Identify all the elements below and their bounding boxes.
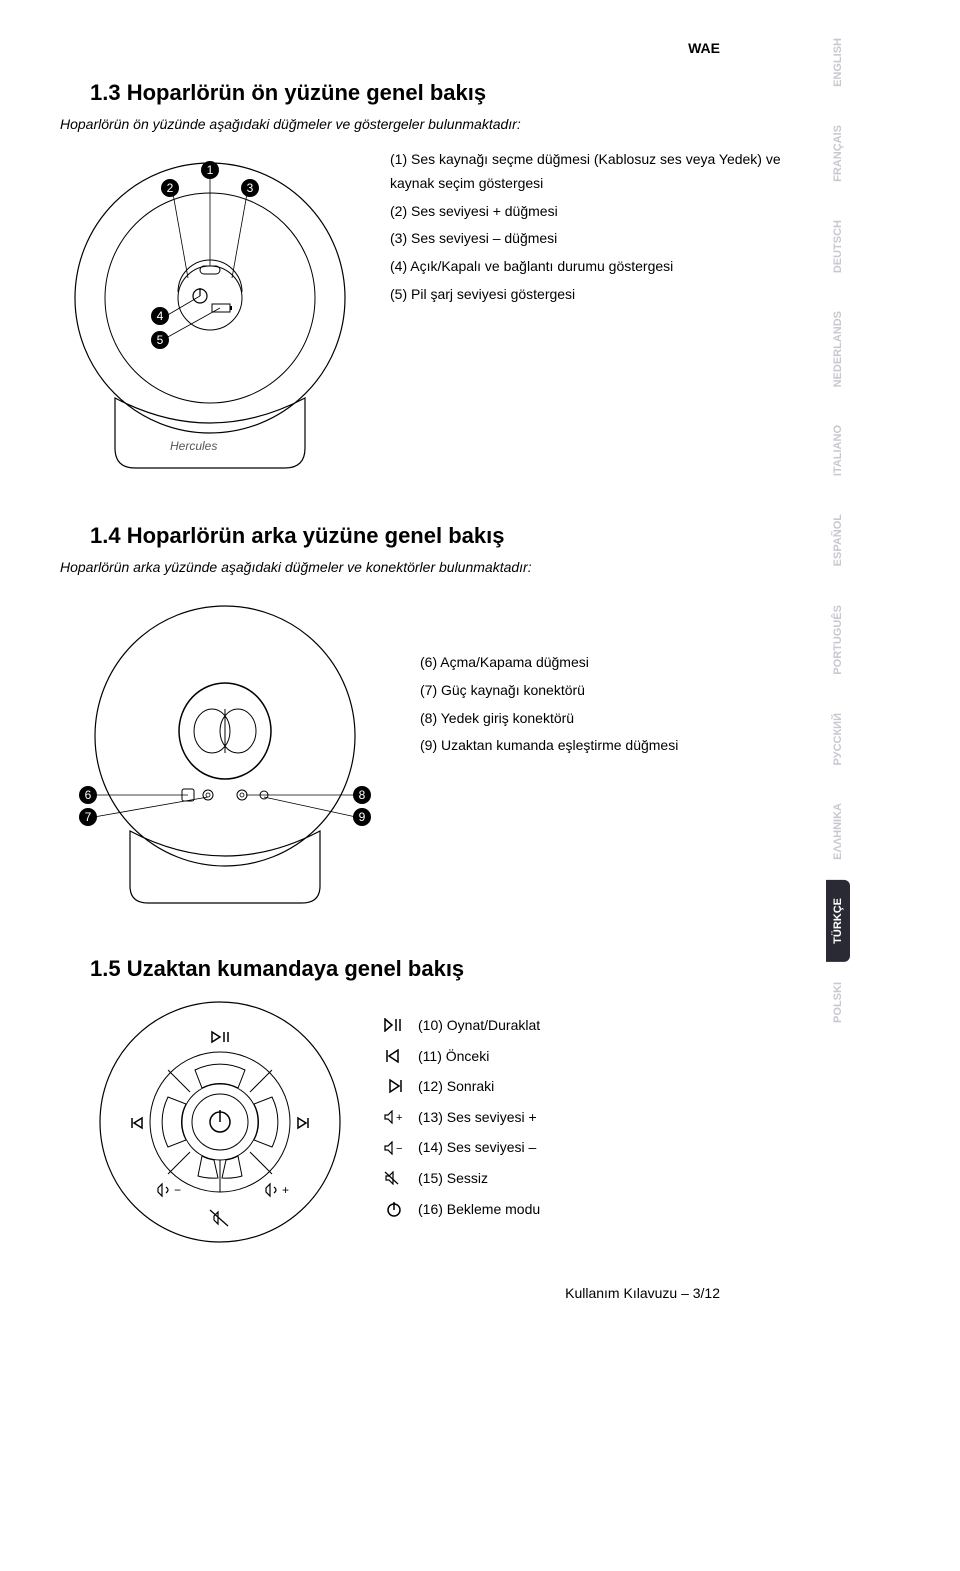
legend-item: (11) Önceki <box>418 1043 489 1070</box>
legend-item: (8) Yedek giriş konektörü <box>420 707 820 731</box>
lang-tab-english[interactable]: ENGLISH <box>826 20 850 105</box>
lang-tab-português[interactable]: PORTUGUÊS <box>826 587 850 693</box>
lang-tab-türkçe[interactable]: TÜRKÇE <box>826 880 850 962</box>
section-1-4-intro: Hoparlörün arka yüzünde aşağıdaki düğmel… <box>60 559 820 575</box>
section-1-3-intro: Hoparlörün ön yüzünde aşağıdaki düğmeler… <box>60 116 820 132</box>
svg-text:−: − <box>174 1183 181 1197</box>
svg-text:3: 3 <box>247 181 254 195</box>
standby-icon <box>380 1201 408 1217</box>
brand-label: WAE <box>688 40 720 56</box>
page-footer: Kullanım Kılavuzu – 3/12 <box>60 1285 820 1301</box>
legend-item: (6) Açma/Kapama düğmesi <box>420 651 820 675</box>
lang-tab-русский[interactable]: РУССКИЙ <box>826 695 850 783</box>
svg-text:7: 7 <box>85 810 92 824</box>
section-1-5-title: 1.5 Uzaktan kumandaya genel bakış <box>90 956 820 982</box>
svg-text:2: 2 <box>167 181 174 195</box>
legend-item: (16) Bekleme modu <box>418 1196 540 1223</box>
legend-item: (2) Ses seviyesi + düğmesi <box>390 200 820 224</box>
legend-item: (1) Ses kaynağı seçme düğmesi (Kablosuz … <box>390 148 820 196</box>
remote-diagram: − + <box>90 992 350 1257</box>
svg-text:4: 4 <box>157 309 164 323</box>
svg-text:+: + <box>282 1183 289 1197</box>
lang-tab-italiano[interactable]: ITALIANO <box>826 407 850 494</box>
mute-icon <box>380 1171 408 1185</box>
lang-tab-polski[interactable]: POLSKI <box>826 964 850 1041</box>
vol-down-icon: − <box>380 1141 408 1155</box>
legend-item: (10) Oynat/Duraklat <box>418 1012 540 1039</box>
vol-up-icon: + <box>380 1110 408 1124</box>
section-1-3-title: 1.3 Hoparlörün ön yüzüne genel bakış <box>90 80 820 106</box>
speaker-back-diagram: 6 7 8 9 <box>60 591 390 916</box>
legend-item: (13) Ses seviyesi + <box>418 1104 537 1131</box>
legend-item: (14) Ses seviyesi – <box>418 1134 536 1161</box>
section-1-4-title: 1.4 Hoparlörün arka yüzüne genel bakış <box>90 523 820 549</box>
svg-text:5: 5 <box>157 333 164 347</box>
legend-item: (4) Açık/Kapalı ve bağlantı durumu göste… <box>390 255 820 279</box>
next-icon <box>380 1079 408 1093</box>
section-1-3-legend: (1) Ses kaynağı seçme düğmesi (Kablosuz … <box>390 148 820 311</box>
legend-item: (3) Ses seviyesi – düğmesi <box>390 227 820 251</box>
play-pause-icon <box>380 1018 408 1032</box>
svg-text:−: − <box>396 1143 402 1155</box>
svg-text:+: + <box>396 1112 402 1124</box>
lang-tab-nederlands[interactable]: NEDERLANDS <box>826 293 850 405</box>
legend-item: (15) Sessiz <box>418 1165 488 1192</box>
section-1-5-legend: (10) Oynat/Duraklat (11) Önceki (12) Son… <box>380 992 820 1226</box>
prev-icon <box>380 1049 408 1063</box>
lang-tab-deutsch[interactable]: DEUTSCH <box>826 202 850 291</box>
speaker-front-diagram: 1 2 3 4 5 Hercules <box>60 148 360 483</box>
legend-item: (5) Pil şarj seviyesi göstergesi <box>390 283 820 307</box>
svg-text:6: 6 <box>85 788 92 802</box>
lang-tab-español[interactable]: ESPAÑOL <box>826 496 850 584</box>
legend-item: (9) Uzaktan kumanda eşleştirme düğmesi <box>420 734 820 758</box>
svg-text:1: 1 <box>207 163 214 177</box>
svg-text:8: 8 <box>359 788 366 802</box>
svg-text:Hercules: Hercules <box>170 439 217 453</box>
lang-tab-français[interactable]: FRANÇAIS <box>826 107 850 200</box>
lang-tab-eλλhnika[interactable]: EΛΛHNIKA <box>826 785 850 878</box>
legend-item: (12) Sonraki <box>418 1073 494 1100</box>
section-1-4-legend: (6) Açma/Kapama düğmesi (7) Güç kaynağı … <box>420 591 820 762</box>
svg-text:9: 9 <box>359 810 366 824</box>
legend-item: (7) Güç kaynağı konektörü <box>420 679 820 703</box>
language-tabs: ENGLISHFRANÇAISDEUTSCHNEDERLANDSITALIANO… <box>826 20 850 1043</box>
